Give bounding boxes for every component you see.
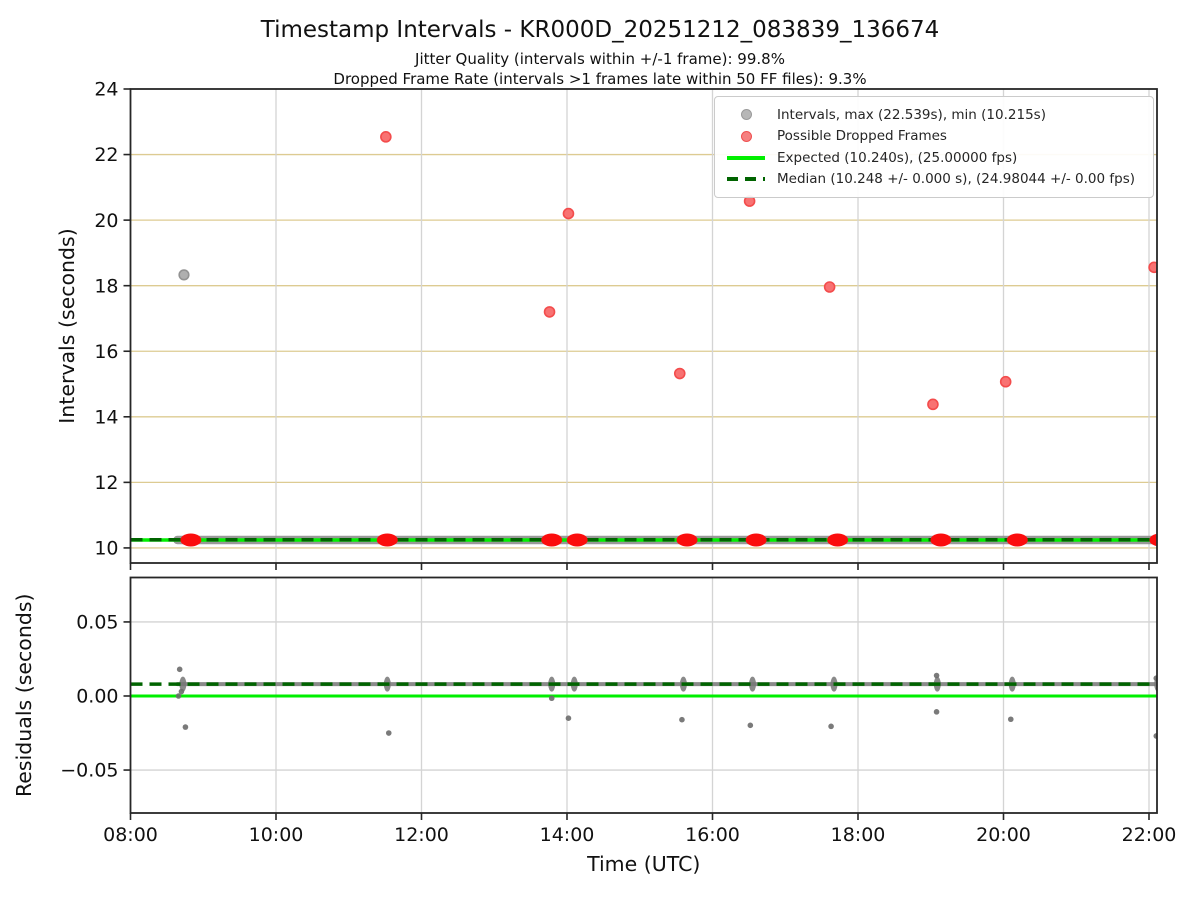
x-axis-label: Time (UTC) [586, 852, 700, 876]
residual-point [176, 666, 183, 673]
residuals-panel: −0.05 0.00 0.05 Residuals (seconds) [12, 576, 1158, 820]
y-tick-label: 16 [94, 341, 118, 363]
y-tick-label: −0.05 [60, 760, 118, 782]
interval-point [178, 269, 190, 281]
dropped-frame-point [927, 398, 939, 411]
legend-item: Possible Dropped Frames [723, 126, 1145, 148]
interval-marker-icon [723, 109, 769, 121]
legend-item-label: Expected (10.240s), (25.00000 fps) [777, 149, 1018, 166]
residual-point [385, 730, 392, 736]
residual-point [175, 693, 182, 699]
residual-point [565, 715, 572, 722]
residual-point [933, 709, 940, 715]
dropped-frame-cluster [180, 533, 202, 547]
dropped-frame-rate-subtitle: Dropped Frame Rate (intervals >1 frames … [333, 70, 867, 88]
y-tick-label: 18 [94, 275, 118, 297]
dropped-frame-point [999, 375, 1012, 388]
expected-line-icon [723, 155, 769, 160]
dropped-frame-point [380, 131, 392, 143]
residual-spread-blob [179, 676, 187, 692]
legend-item: Expected (10.240s), (25.00000 fps) [723, 147, 1145, 169]
legend-item-label: Median (10.248 +/- 0.000 s), (24.98044 +… [777, 171, 1136, 188]
x-tick-label: 16:00 [685, 824, 740, 846]
y-tick-label: 22 [94, 144, 118, 166]
x-tick-label: 18:00 [831, 824, 886, 846]
x-tick-label: 14:00 [540, 824, 595, 846]
y-tick-label: 20 [94, 210, 118, 232]
residuals-ylabel: Residuals (seconds) [12, 593, 36, 797]
residual-point [828, 723, 834, 730]
residual-point [548, 695, 555, 702]
dropped-frame-point [562, 207, 575, 220]
residual-point [178, 688, 185, 695]
y-tick-label: 10 [94, 538, 118, 560]
dropped-frame-marker-icon [723, 130, 769, 142]
x-tick-label: 22:00 [1122, 824, 1177, 846]
x-tick-label: 10:00 [249, 824, 304, 846]
y-tick-label: 0.00 [76, 686, 118, 708]
residual-spread-blob [749, 676, 757, 692]
chart-title: Timestamp Intervals - KR000D_20251212_08… [260, 17, 940, 43]
legend-item-label: Possible Dropped Frames [777, 128, 947, 145]
legend: Intervals, max (22.539s), min (10.215s) P… [714, 96, 1154, 198]
dropped-frame-cluster [930, 533, 952, 547]
legend-item: Intervals, max (22.539s), min (10.215s) [723, 104, 1145, 126]
dropped-frame-cluster [541, 533, 563, 547]
median-dashed-line-icon [723, 177, 769, 182]
dropped-frame-cluster [1006, 533, 1028, 547]
residual-point [933, 672, 940, 679]
dropped-frame-point [823, 281, 836, 293]
dropped-frame-cluster [827, 533, 849, 547]
x-tick-label: 08:00 [103, 824, 158, 846]
y-tick-label: 12 [94, 472, 118, 494]
intervals-spines [129, 88, 1158, 564]
legend-item-label: Intervals, max (22.539s), min (10.215s) [777, 106, 1046, 123]
dropped-frame-cluster [1149, 533, 1157, 547]
dropped-frame-cluster [376, 533, 398, 547]
residual-point [1007, 716, 1014, 723]
x-tick-label: 12:00 [394, 824, 449, 846]
dropped-frame-point [673, 367, 686, 380]
y-tick-label: 24 [94, 79, 118, 101]
x-tick-label: 20:00 [976, 824, 1031, 846]
intervals-content [130, 131, 1157, 547]
intervals-ylabel: Intervals (seconds) [55, 228, 79, 424]
y-tick-label: 14 [94, 406, 118, 428]
jitter-quality-subtitle: Jitter Quality (intervals within +/-1 fr… [415, 50, 785, 68]
dropped-frame-cluster [566, 533, 588, 547]
dropped-frame-point [1148, 261, 1157, 274]
dropped-frame-cluster [745, 533, 767, 547]
residuals-content [130, 666, 1157, 739]
residual-point [747, 722, 754, 729]
dropped-frame-cluster [676, 533, 698, 547]
legend-item: Median (10.248 +/- 0.000 s), (24.98044 +… [723, 169, 1145, 191]
y-tick-label: 0.05 [76, 612, 118, 634]
residual-point [182, 724, 189, 730]
residual-point [679, 716, 685, 723]
intervals-panel: 10 12 14 16 18 20 22 24 Intervals (seconds) [55, 79, 1158, 570]
dropped-frame-point [543, 306, 556, 318]
